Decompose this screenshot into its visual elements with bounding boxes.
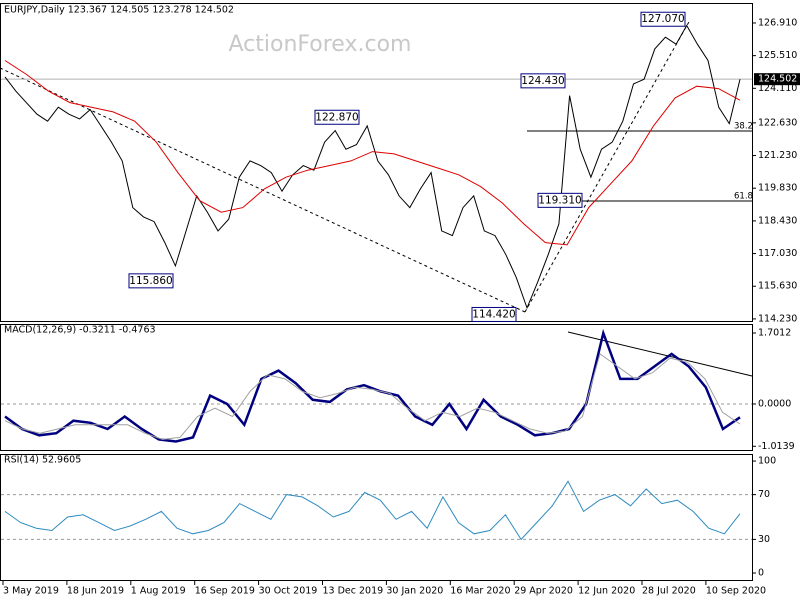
panel-title: RSI(14) 52.9605 — [4, 455, 81, 466]
macd-panel — [0, 324, 753, 451]
y-tick-label: 0 — [758, 568, 764, 579]
panel-title: EURJPY,Daily 123.367 124.505 123.278 124… — [4, 5, 234, 16]
y-tick-label: 115.630 — [758, 281, 797, 292]
y-tick-label: 0.0000 — [758, 398, 791, 409]
y-tick-label: 124.110 — [758, 83, 797, 94]
annotation-box — [471, 306, 517, 322]
y-tick-label: 122.630 — [758, 117, 797, 128]
y-tick-label: 118.430 — [758, 215, 797, 226]
series-line — [4, 353, 741, 440]
series-line — [4, 60, 741, 246]
annotation-label: 119.310 — [538, 194, 581, 206]
y-tick-label: 125.510 — [758, 50, 797, 61]
x-tick-label: 13 Dec 2019 — [323, 586, 384, 597]
annotation-label: 122.870 — [315, 111, 358, 123]
annotation-box — [128, 273, 174, 289]
panel-title: MACD(12,26,9) -0.3211 -0.4763 — [4, 325, 156, 336]
x-tick-label: 16 Mar 2020 — [450, 586, 510, 597]
last-price-label: 124.502 — [758, 74, 797, 85]
annotation-box — [314, 109, 360, 125]
x-tick-label: 18 Jun 2019 — [67, 586, 124, 597]
trend-line — [524, 19, 691, 313]
series-line — [4, 24, 741, 310]
y-tick-label: 30 — [758, 534, 770, 545]
y-tick-label: 126.910 — [758, 17, 797, 28]
y-tick-label: 1.7012 — [758, 328, 791, 339]
x-tick-label: 29 Apr 2020 — [514, 586, 573, 597]
x-tick-label: 30 Oct 2019 — [259, 586, 318, 597]
y-tick-label: 117.030 — [758, 248, 797, 259]
y-tick-label: -1.0139 — [758, 441, 795, 452]
x-tick-label: 10 Sep 2020 — [706, 586, 766, 597]
x-tick-label: 28 Jul 2020 — [642, 586, 696, 597]
y-tick-label: 70 — [758, 489, 770, 500]
x-tick-label: 30 Jan 2020 — [386, 586, 443, 597]
annotation-label: 127.070 — [641, 13, 684, 25]
fib-label: 61.8 — [734, 192, 753, 202]
x-tick-label: 3 May 2019 — [3, 586, 59, 597]
y-tick-label: 114.230 — [758, 313, 797, 324]
annotation-label: 115.860 — [129, 275, 172, 287]
annotation-box — [640, 11, 686, 27]
annotation-label: 124.430 — [521, 75, 564, 87]
y-tick-label: 121.230 — [758, 150, 797, 161]
rsi-panel — [0, 454, 753, 581]
x-tick-label: 12 Jun 2020 — [578, 586, 635, 597]
last-price-box — [754, 73, 800, 86]
y-tick-label: 119.830 — [758, 183, 797, 194]
trend-line — [567, 331, 753, 377]
x-tick-label: 16 Sep 2019 — [195, 586, 255, 597]
series-line — [4, 328, 741, 443]
x-tick-label: 1 Aug 2019 — [131, 586, 186, 597]
y-tick-label: 100 — [758, 456, 776, 467]
watermark: ActionForex.com — [229, 32, 412, 57]
price-panel — [0, 3, 753, 322]
annotation-label: 114.420 — [472, 308, 515, 320]
annotation-box — [520, 73, 566, 89]
annotation-box — [537, 192, 583, 208]
series-line — [4, 480, 741, 541]
fib-label: 38.2 — [734, 122, 753, 132]
